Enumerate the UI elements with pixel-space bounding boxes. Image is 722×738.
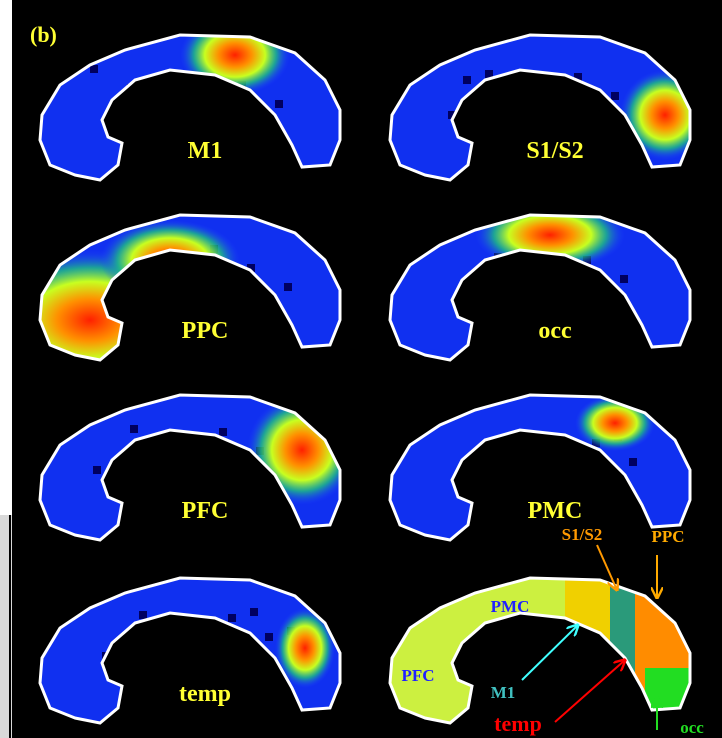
voxel	[228, 614, 236, 622]
voxel	[90, 65, 98, 73]
voxel	[93, 466, 101, 474]
map-label: PPC	[182, 318, 229, 344]
voxel	[139, 611, 147, 619]
figure: (b) M1 S1/S2 PPC occ PFC PMC temp S1/S2 PPC PM…	[0, 0, 722, 738]
voxel	[284, 283, 292, 291]
voxel	[219, 428, 227, 436]
summary-label: PFC	[401, 666, 434, 685]
summary-label: PPC	[651, 527, 684, 546]
voxel	[629, 458, 637, 466]
map-label: temp	[179, 681, 231, 707]
voxel	[463, 76, 471, 84]
map-label: occ	[538, 318, 572, 344]
summary-label: S1/S2	[562, 525, 603, 544]
map-label: PMC	[528, 498, 583, 524]
voxel	[250, 608, 258, 616]
voxel	[130, 425, 138, 433]
page: {"panel_label": "(b)", "maps": ["M1", "S…	[0, 0, 722, 738]
map-label: PFC	[182, 498, 229, 524]
voxel	[611, 92, 619, 100]
voxel	[275, 100, 283, 108]
summary-label: occ	[680, 718, 704, 737]
voxel	[265, 633, 273, 641]
panel-label: (b)	[30, 22, 57, 47]
map-label: S1/S2	[526, 138, 583, 164]
summary-label: PMC	[491, 597, 530, 616]
voxel	[620, 275, 628, 283]
summary-label: M1	[491, 683, 516, 702]
map-label: M1	[188, 138, 223, 164]
summary-label: temp	[494, 711, 542, 736]
